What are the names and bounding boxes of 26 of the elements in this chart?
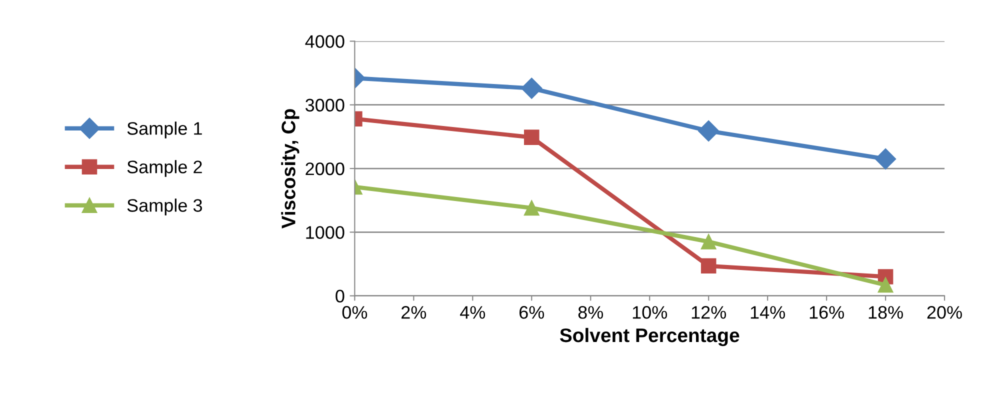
y-tick-label: 1000	[306, 226, 344, 239]
point	[700, 234, 716, 250]
x-tick-label: 20%	[927, 306, 962, 319]
point	[878, 277, 894, 293]
x-tick-label: 0%	[342, 306, 368, 319]
x-tick-label: 18%	[868, 306, 903, 319]
legend-label: Sample 3	[127, 198, 202, 216]
x-tick-label: 6%	[520, 306, 544, 319]
y-axis-title: Viscosity, Cp	[281, 109, 300, 229]
x-axis-title: Solvent Percentage	[560, 328, 740, 346]
legend-label: Sample 2	[127, 160, 202, 177]
x-tick-label: 2%	[402, 306, 426, 319]
x-tick-label: 4%	[460, 306, 486, 319]
point	[698, 120, 720, 142]
y-tick-label: 2000	[306, 162, 344, 176]
x-tick-label: 14%	[750, 306, 786, 319]
y-tick-label: 0	[336, 290, 344, 303]
legend-label: Sample 1	[127, 122, 202, 138]
y-tick-label: 4000	[305, 35, 344, 48]
x-tick-label: 8%	[578, 306, 604, 319]
point	[700, 258, 716, 274]
x-tick-label: 16%	[810, 306, 844, 319]
x-tick-label: 12%	[692, 306, 726, 319]
point	[875, 148, 896, 170]
x-tick-label: 10%	[632, 306, 668, 319]
y-tick-label: 3000	[305, 98, 344, 112]
